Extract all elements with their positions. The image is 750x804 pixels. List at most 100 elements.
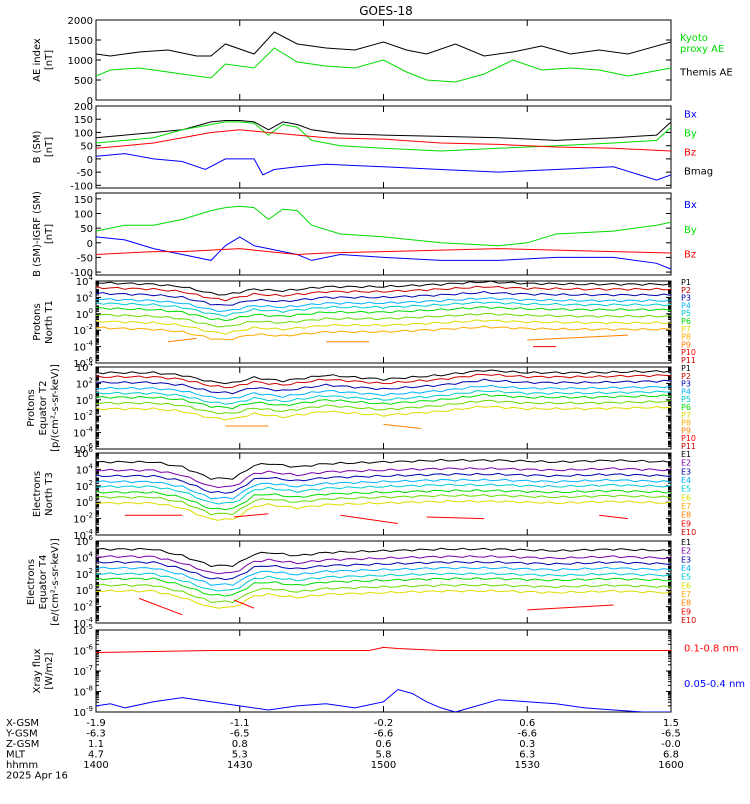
y-tick-label: 10-2 — [73, 323, 93, 337]
legend-entry: P6 — [681, 403, 691, 412]
y-axis-label: Protons — [32, 303, 43, 340]
y-tick-label: 10-6 — [73, 356, 93, 370]
y-axis-label: [nT] — [44, 137, 55, 157]
legend-entry: P7 — [681, 325, 691, 334]
y-axis-label: B (SM) — [32, 130, 43, 163]
coord-value: -6.3 — [86, 729, 106, 740]
legend-entry: E9 — [681, 519, 691, 528]
coord-value: -6.6 — [517, 729, 537, 740]
legend-entry: 0.05-0.4 nm — [684, 679, 745, 690]
panel-frame — [95, 452, 672, 536]
legend-entry: P3 — [681, 294, 691, 303]
panel-frame — [95, 192, 672, 276]
y-tick-label: 10-2 — [73, 409, 93, 423]
series-line-e4 — [96, 566, 671, 586]
series-line-0-1-0-8-nm — [96, 646, 671, 653]
y-axis-label: Electrons — [32, 471, 43, 517]
y-tick-label: -50 — [77, 168, 93, 179]
y-axis-label: Protons — [26, 389, 37, 426]
series-group — [96, 281, 671, 348]
legend-entry: E6 — [681, 493, 691, 502]
series-line-e7 — [96, 494, 671, 516]
coord-value: -0.2 — [374, 718, 394, 729]
legend-entry: P4 — [681, 387, 691, 396]
series-line-e3 — [96, 560, 671, 581]
legend-entry: Bz — [684, 250, 696, 261]
y-axis-label: North T3 — [44, 472, 55, 516]
legend-entry: E10 — [681, 528, 696, 537]
legend-entry: E4 — [681, 564, 691, 573]
y-tick-label: 50 — [80, 142, 93, 153]
y-tick-label: 10-6 — [73, 644, 93, 658]
coord-value: 5.3 — [232, 750, 248, 761]
series-line-p8 — [96, 319, 671, 335]
series-line-bz — [96, 129, 671, 152]
y-tick-label: 10-2 — [73, 512, 93, 526]
legend-entry: P10 — [681, 434, 696, 443]
series-line-p2 — [96, 285, 671, 302]
legend-entry: By — [684, 225, 697, 236]
coord-value: 1530 — [515, 760, 540, 771]
series-segment — [340, 514, 398, 524]
series-segment — [233, 513, 269, 518]
series-line-e1 — [96, 458, 671, 480]
series-line-p2 — [96, 373, 671, 389]
series-line-e1 — [96, 547, 671, 568]
y-axis-label: Equator T4 — [38, 555, 49, 610]
legend-entry: P2 — [681, 372, 691, 381]
y-tick-label: 104 — [76, 360, 94, 374]
legend-entry: P1 — [681, 364, 691, 373]
y-tick-label: 100 — [74, 128, 93, 139]
y-tick-label: 102 — [76, 290, 93, 304]
y-tick-label: 100 — [76, 583, 93, 597]
series-line-bz — [96, 248, 671, 256]
panel-frame — [95, 105, 672, 189]
series-segment — [138, 597, 183, 616]
y-tick-label: 10-6 — [73, 442, 93, 456]
panel-frame — [95, 629, 672, 713]
series-line-p9 — [96, 325, 671, 341]
series-line-e4 — [96, 478, 671, 500]
coord-value: 1.5 — [663, 718, 679, 729]
coord-value: 1600 — [658, 760, 683, 771]
series-group — [96, 369, 671, 429]
series-line-p5 — [96, 301, 671, 317]
legend-entry: P5 — [681, 395, 691, 404]
legend-entry: P8 — [681, 333, 691, 342]
coord-value: 0.8 — [232, 739, 248, 750]
series-line-p1 — [96, 369, 671, 385]
legend-entry: E2 — [681, 459, 691, 468]
legend-entry: E7 — [681, 590, 691, 599]
coord-value: 6.8 — [663, 750, 679, 761]
legend-entry: E2 — [681, 547, 691, 556]
legend-entry: P11 — [681, 356, 696, 365]
series-line-p8 — [96, 405, 671, 421]
y-tick-label: 2000 — [68, 16, 93, 27]
coord-value: -6.6 — [374, 729, 394, 740]
y-tick-label: -100 — [70, 268, 93, 279]
legend-entry: 0.1-0.8 nm — [684, 643, 739, 654]
series-line-bx — [96, 153, 671, 181]
legend-entry: E4 — [681, 476, 691, 485]
series-line-p6 — [96, 393, 671, 410]
legend-entry: By — [684, 129, 697, 140]
series-segment — [233, 599, 255, 609]
panel-xray: Xray flux [W/m2] 0.1-0.8 nm 0.05-0.4 nm — [32, 629, 745, 713]
coord-value: 5.8 — [376, 750, 392, 761]
y-tick-label: 10-4 — [73, 426, 93, 440]
legend-entry: P7 — [681, 411, 691, 420]
legend-entry: E5 — [681, 485, 691, 494]
coord-row-label: Z-GSM — [6, 739, 39, 750]
y-axis-label: B (SM)-IGRF (SM) — [32, 191, 43, 277]
panel-protons_t2: Protons Equator T2 [p/(cm²-s-sr-keV)] P1P2P… — [26, 364, 696, 452]
legend-entry: P4 — [681, 301, 691, 310]
series-line-by — [96, 121, 671, 152]
legend-entry: E8 — [681, 599, 691, 608]
series-line-e3 — [96, 472, 671, 494]
y-tick-label: 1500 — [68, 36, 93, 47]
coord-row-label: X-GSM — [6, 718, 39, 729]
legend-entry: Themis AE — [679, 68, 733, 79]
y-tick-label: 0 — [87, 155, 93, 166]
coord-value: 1430 — [227, 760, 252, 771]
